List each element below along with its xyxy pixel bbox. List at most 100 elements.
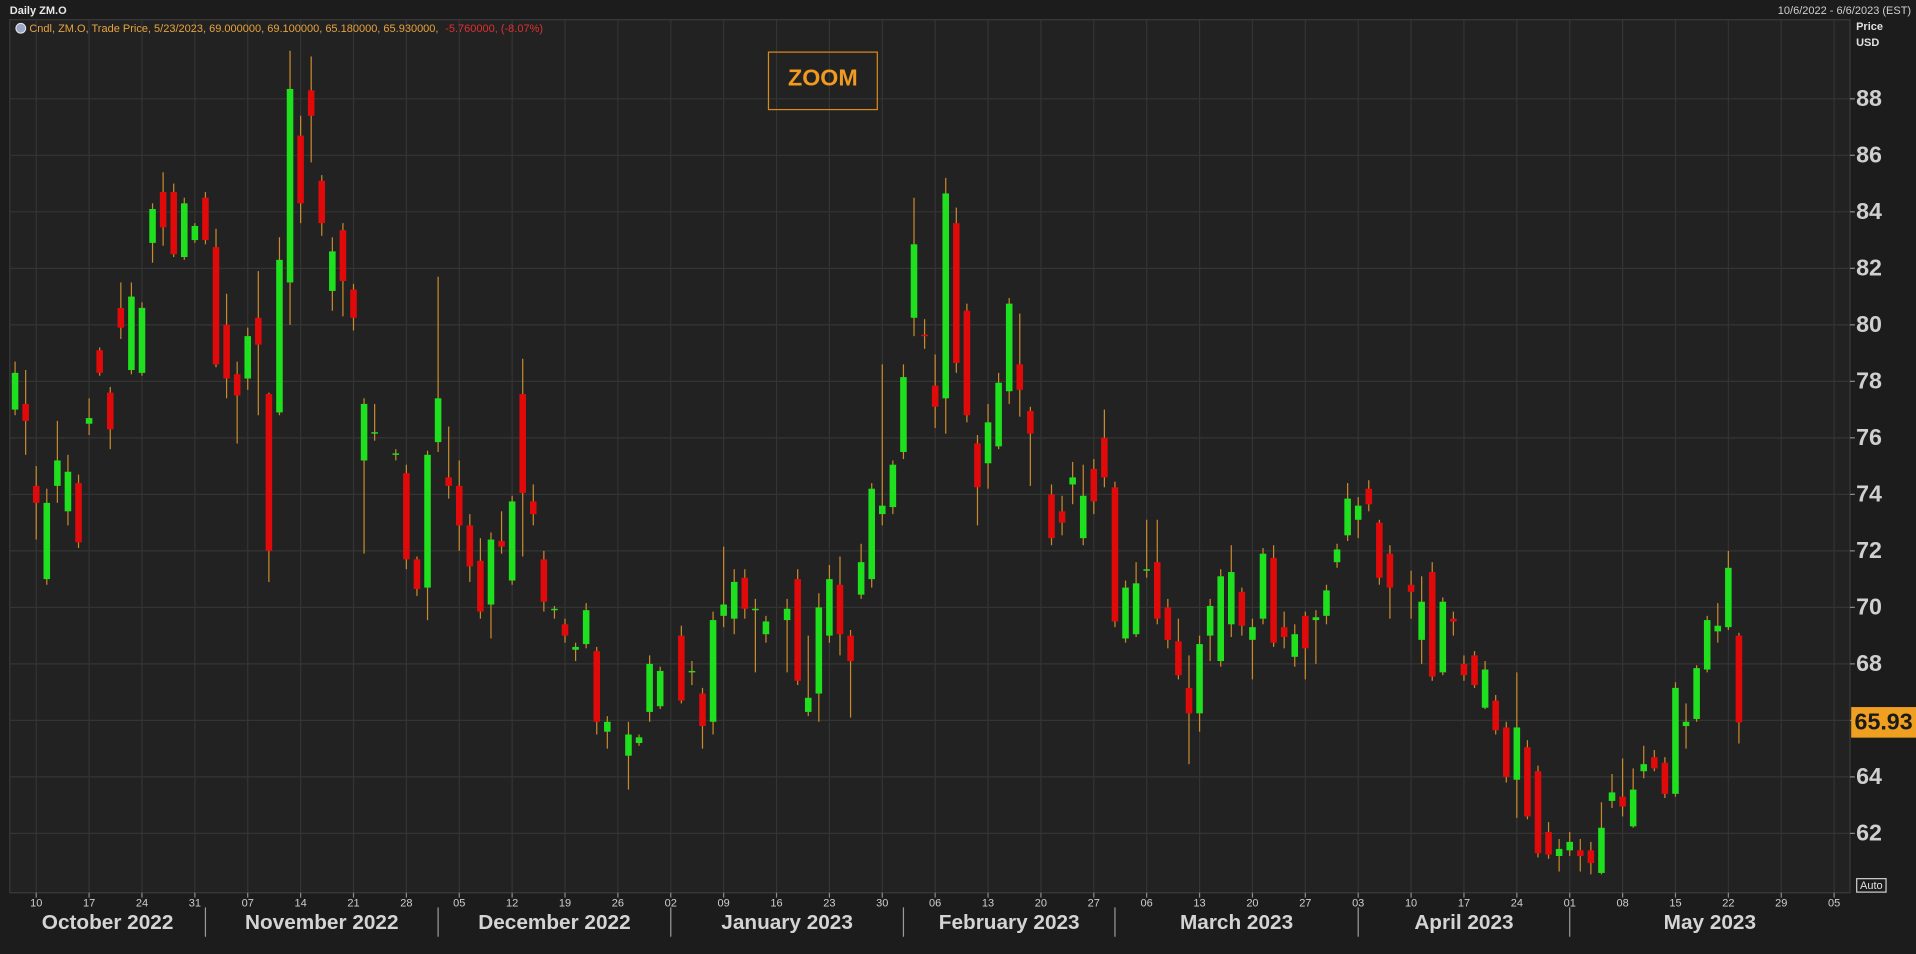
candle-body — [1048, 494, 1055, 539]
candle-body — [1164, 607, 1172, 640]
x-tick-label: 31 — [189, 898, 201, 910]
candle-body — [1101, 437, 1108, 478]
candle-body — [720, 604, 727, 616]
candle-body — [1450, 618, 1457, 622]
y-tick-label: 74 — [1856, 481, 1882, 507]
candle-body — [551, 608, 558, 611]
candle-body — [1598, 827, 1605, 873]
month-label: October 2022 — [42, 911, 174, 934]
candle-body — [762, 621, 770, 635]
x-tick-label: 26 — [612, 898, 624, 910]
candle-body — [1386, 553, 1394, 588]
candle-body — [11, 372, 19, 410]
candle-body — [815, 607, 823, 694]
candle-body — [1132, 583, 1140, 635]
x-tick-label: 22 — [1722, 898, 1734, 910]
zoom-label[interactable]: ZOOM — [788, 65, 858, 91]
x-tick-label: 19 — [559, 898, 571, 910]
month-label: December 2022 — [478, 911, 630, 934]
y-tick-label: 76 — [1856, 424, 1882, 450]
candle-body — [1534, 771, 1542, 854]
candle-body — [307, 90, 315, 116]
candle-body — [1270, 557, 1277, 643]
candle-body — [1566, 841, 1573, 851]
zoom-box[interactable] — [767, 51, 878, 111]
candle-body — [202, 197, 209, 241]
x-tick-label: 28 — [400, 898, 412, 910]
plot-area — [9, 19, 1851, 894]
candle-body — [1555, 848, 1563, 856]
candle-body — [244, 336, 252, 379]
candle-body — [1577, 850, 1584, 856]
auto-button[interactable]: Auto — [1856, 878, 1887, 893]
candle-body — [1323, 590, 1330, 616]
candle-body — [1217, 576, 1224, 662]
x-tick-label: 02 — [665, 898, 677, 910]
candle-body — [1524, 747, 1531, 817]
candle-body — [339, 230, 347, 282]
candle-body — [752, 608, 759, 611]
candle-body — [117, 307, 125, 328]
candle-body — [434, 398, 442, 443]
candle-body — [1143, 569, 1150, 571]
candle-body — [255, 317, 262, 345]
candle-body — [1439, 601, 1447, 673]
month-label: April 2023 — [1414, 911, 1513, 934]
candle-body — [995, 382, 1002, 447]
candle-body — [318, 180, 326, 224]
candle-body — [953, 223, 960, 363]
candle-body — [572, 646, 579, 650]
candle-body — [1280, 627, 1288, 638]
candle-body — [1175, 641, 1182, 676]
candle-body — [847, 635, 854, 662]
zoom-button[interactable]: ZOOM — [767, 51, 878, 111]
legend-change: -5.760000, (-8.07%) — [445, 23, 543, 35]
y-tick-label: 88 — [1856, 85, 1882, 111]
candle-body — [836, 584, 844, 635]
month-label: January 2023 — [721, 911, 853, 934]
candle-body — [1629, 789, 1637, 827]
candles — [11, 50, 1743, 875]
candle-body — [699, 693, 706, 727]
candle-body — [1376, 522, 1383, 578]
x-tick-label: 24 — [136, 898, 148, 910]
candle-body — [1238, 591, 1246, 626]
auto-box[interactable] — [1856, 878, 1887, 893]
month-label: March 2023 — [1180, 911, 1293, 934]
candle-body — [138, 307, 146, 373]
candle-body — [1122, 587, 1129, 639]
candle-body — [75, 483, 82, 543]
candle-body — [1714, 625, 1722, 632]
y-axis-unit: USD — [1856, 37, 1879, 49]
y-tick-label: 64 — [1856, 763, 1882, 789]
candle-body — [900, 377, 907, 452]
candle-body — [1196, 644, 1203, 714]
candle-body — [804, 697, 812, 712]
candle-body — [730, 581, 738, 619]
candle-body — [181, 203, 188, 258]
candle-body — [783, 608, 791, 621]
candle-body — [794, 579, 801, 681]
candle-body — [233, 374, 241, 396]
candle-body — [540, 559, 548, 602]
x-tick-label: 21 — [347, 898, 359, 910]
y-tick-label: 82 — [1856, 255, 1882, 281]
candle-body — [974, 443, 981, 488]
candle-body — [519, 394, 526, 493]
month-label: February 2023 — [939, 911, 1080, 934]
x-tick-label: 16 — [770, 898, 782, 910]
candle-body — [646, 663, 653, 712]
candle-body — [85, 418, 93, 424]
auto-label[interactable]: Auto — [1860, 880, 1883, 892]
candle-body — [212, 247, 220, 365]
candle-body — [392, 453, 400, 455]
x-tick-label: 01 — [1564, 898, 1576, 910]
candle-body — [1682, 721, 1690, 727]
candle-body — [329, 251, 336, 291]
candle-body — [1703, 620, 1711, 670]
candle-body — [931, 385, 939, 407]
candle-body — [1428, 572, 1436, 677]
candle-body — [635, 737, 643, 743]
x-tick-label: 20 — [1035, 898, 1047, 910]
candle-body — [1005, 303, 1013, 392]
